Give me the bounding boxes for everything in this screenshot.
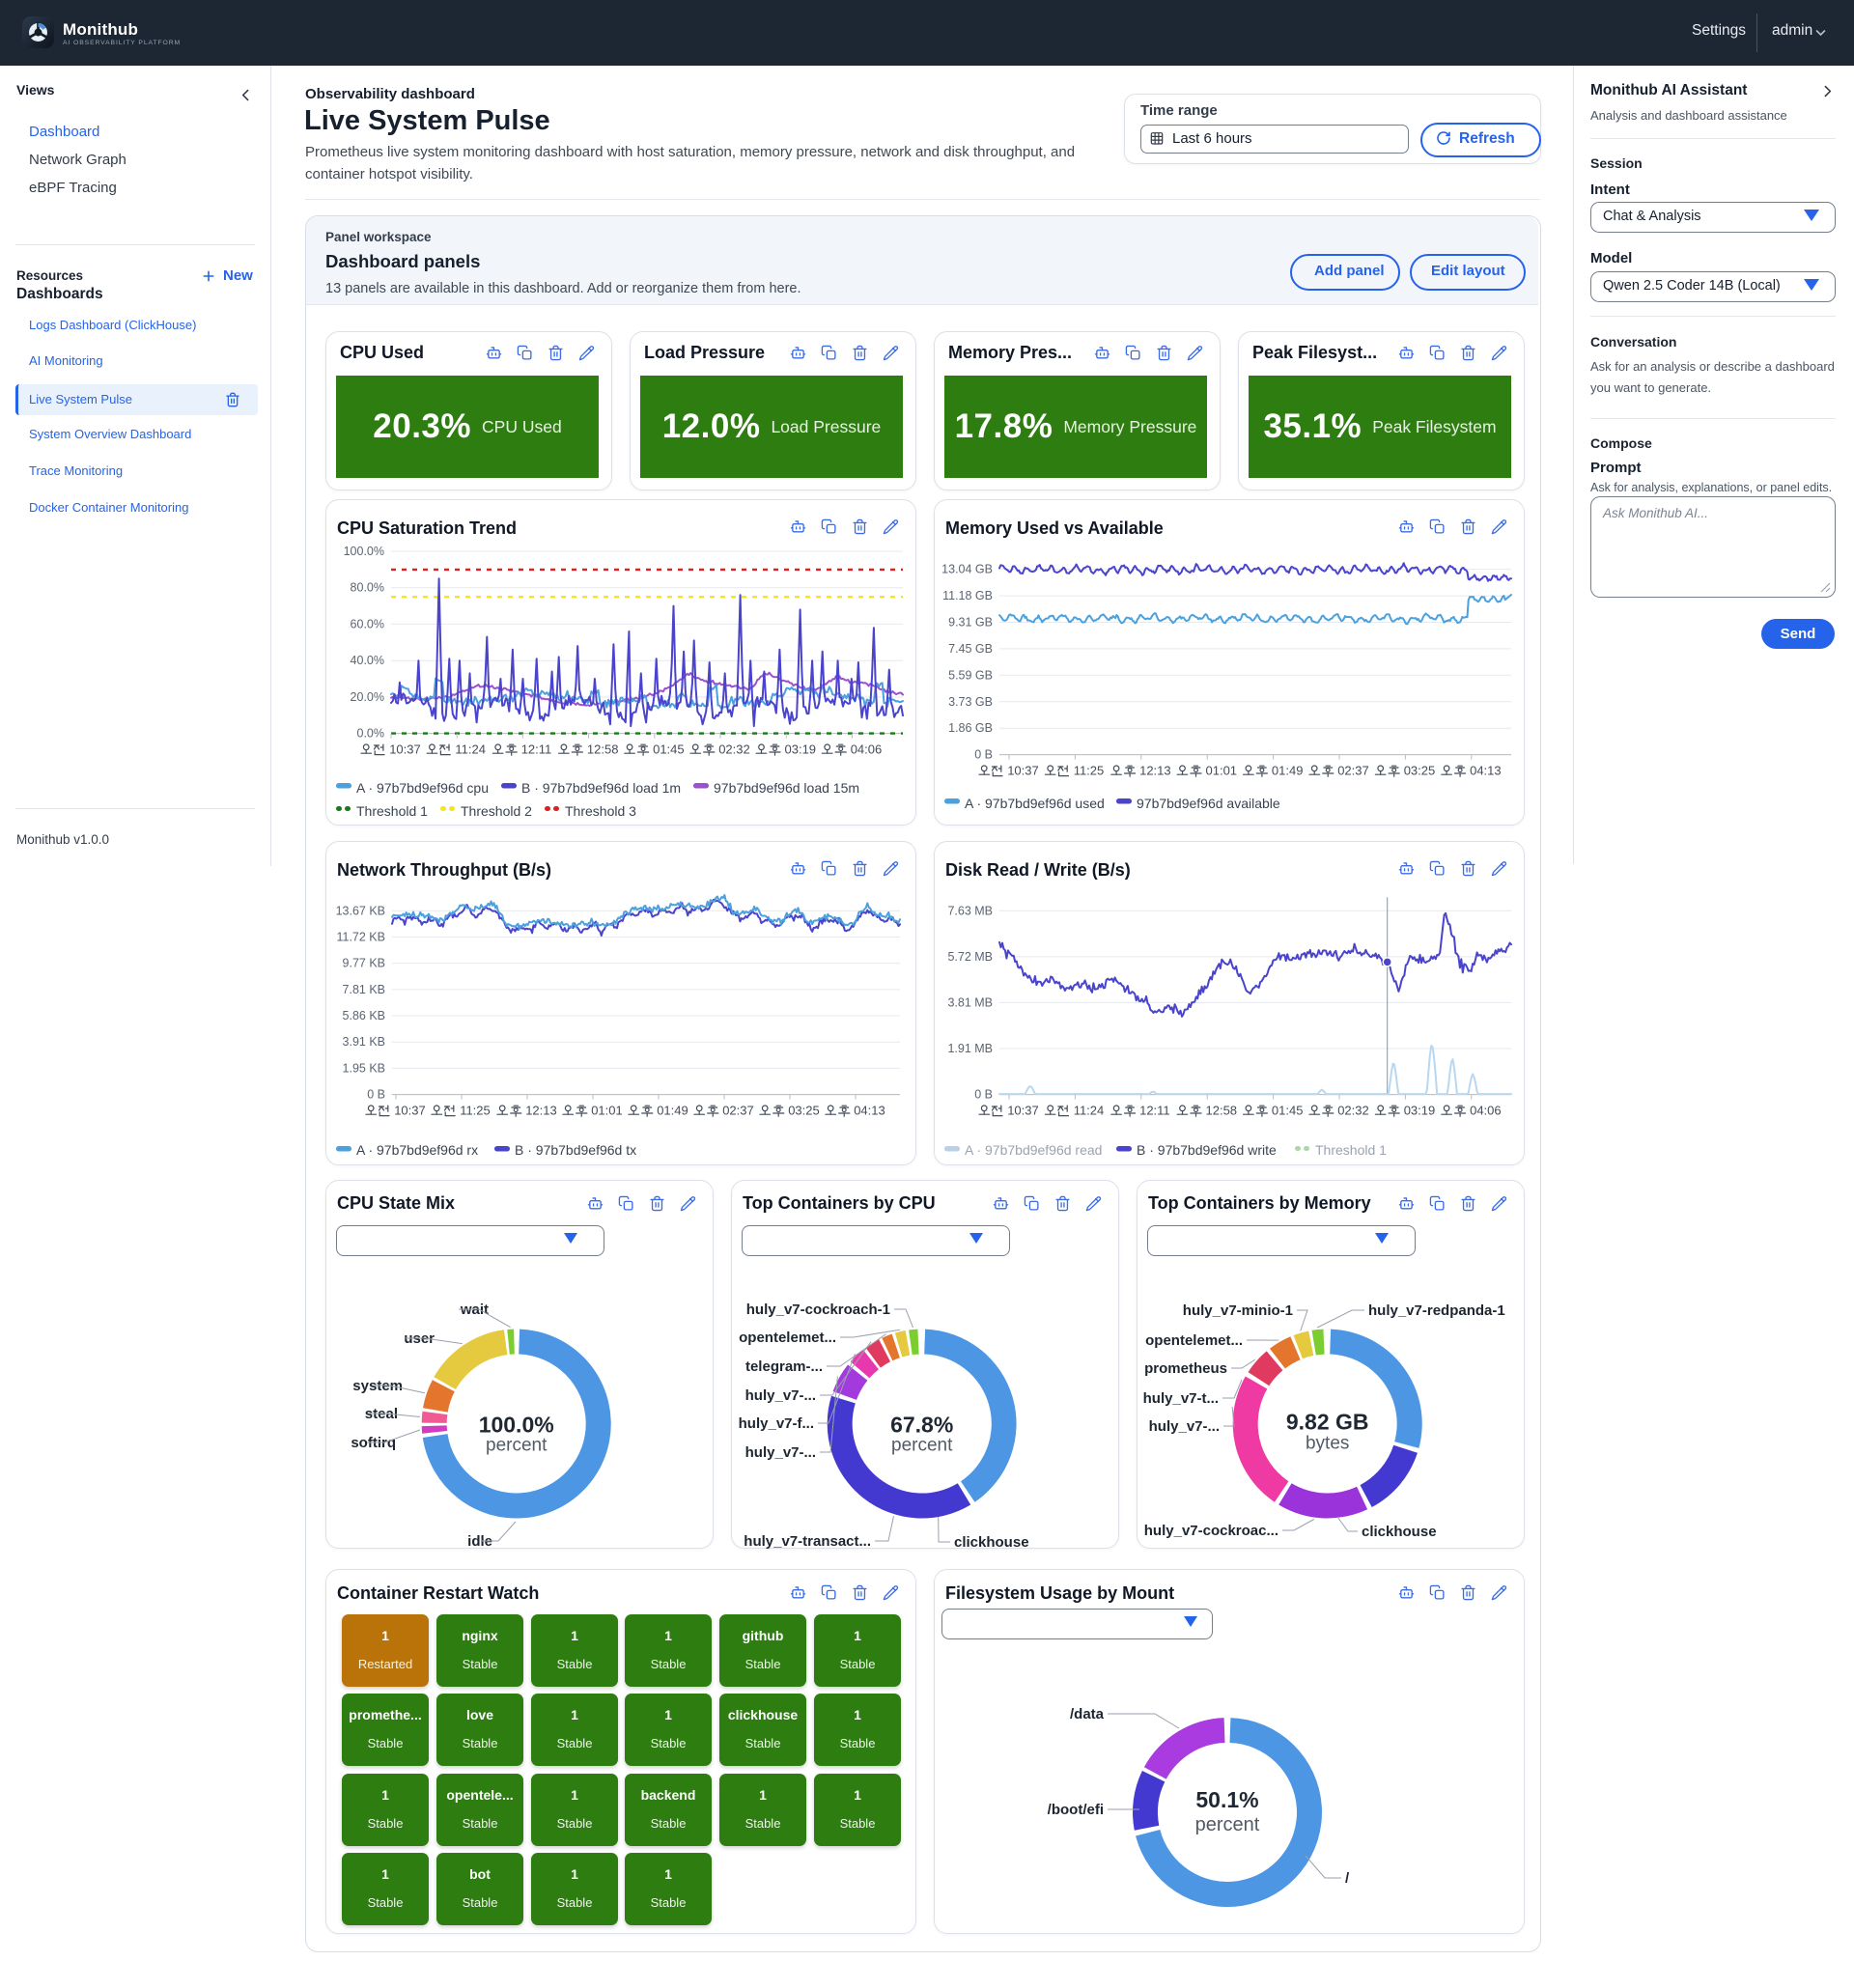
svg-text:01:45: 01:45 bbox=[653, 742, 685, 757]
svg-text:7.81 KB: 7.81 KB bbox=[343, 983, 385, 996]
svg-text:0 B: 0 B bbox=[974, 748, 993, 762]
svg-text:20.0%: 20.0% bbox=[351, 690, 384, 704]
svg-text:40.0%: 40.0% bbox=[351, 654, 384, 667]
svg-text:12:58: 12:58 bbox=[587, 742, 619, 757]
svg-text:04:13: 04:13 bbox=[1470, 764, 1502, 778]
svg-text:9.31 GB: 9.31 GB bbox=[948, 616, 993, 630]
svg-text:percent: percent bbox=[486, 1436, 548, 1456]
svg-text:97b7bd9ef96d available: 97b7bd9ef96d available bbox=[1137, 796, 1280, 811]
svg-text:B · 97b7bd9ef96d load 1m: B · 97b7bd9ef96d load 1m bbox=[521, 780, 681, 796]
svg-text:02:32: 02:32 bbox=[718, 742, 750, 757]
svg-text:60.0%: 60.0% bbox=[351, 617, 384, 630]
svg-text:100.0%: 100.0% bbox=[479, 1413, 554, 1438]
svg-text:04:13: 04:13 bbox=[854, 1104, 885, 1118]
svg-text:02:37: 02:37 bbox=[722, 1104, 754, 1118]
svg-text:01:01: 01:01 bbox=[591, 1104, 623, 1118]
svg-text:1.86 GB: 1.86 GB bbox=[948, 721, 993, 735]
svg-text:12:11: 12:11 bbox=[1139, 1104, 1170, 1118]
svg-text:01:01: 01:01 bbox=[1206, 764, 1238, 778]
svg-text:5.72 MB: 5.72 MB bbox=[947, 950, 993, 964]
svg-text:10:37: 10:37 bbox=[1007, 764, 1039, 778]
svg-text:11:25: 11:25 bbox=[460, 1104, 491, 1118]
svg-text:1.95 KB: 1.95 KB bbox=[343, 1061, 385, 1075]
svg-text:80.0%: 80.0% bbox=[351, 581, 384, 595]
svg-text:50.1%: 50.1% bbox=[1195, 1787, 1258, 1812]
svg-text:percent: percent bbox=[891, 1436, 953, 1456]
svg-text:01:49: 01:49 bbox=[1272, 764, 1304, 778]
svg-text:Threshold 3: Threshold 3 bbox=[565, 803, 636, 819]
svg-text:10:37: 10:37 bbox=[394, 1104, 426, 1118]
svg-text:03:25: 03:25 bbox=[1404, 764, 1436, 778]
svg-text:1.91 MB: 1.91 MB bbox=[947, 1042, 993, 1055]
svg-text:3.81 MB: 3.81 MB bbox=[947, 995, 993, 1009]
svg-text:04:06: 04:06 bbox=[1470, 1104, 1502, 1118]
svg-text:11.72 KB: 11.72 KB bbox=[336, 931, 385, 944]
svg-text:12:58: 12:58 bbox=[1206, 1104, 1238, 1118]
svg-text:01:49: 01:49 bbox=[657, 1104, 688, 1118]
svg-text:bytes: bytes bbox=[1306, 1434, 1349, 1454]
svg-text:Threshold 2: Threshold 2 bbox=[461, 803, 532, 819]
svg-text:A · 97b7bd9ef96d rx: A · 97b7bd9ef96d rx bbox=[356, 1142, 478, 1158]
svg-text:percent: percent bbox=[1195, 1814, 1260, 1835]
svg-text:12:11: 12:11 bbox=[521, 742, 552, 757]
svg-text:11:25: 11:25 bbox=[1074, 764, 1105, 778]
svg-text:Threshold 1: Threshold 1 bbox=[1315, 1142, 1387, 1158]
svg-text:04:06: 04:06 bbox=[851, 742, 883, 757]
svg-text:0 B: 0 B bbox=[367, 1088, 385, 1102]
svg-text:5.86 KB: 5.86 KB bbox=[343, 1009, 385, 1022]
svg-text:B · 97b7bd9ef96d tx: B · 97b7bd9ef96d tx bbox=[515, 1142, 636, 1158]
svg-text:12:13: 12:13 bbox=[525, 1104, 557, 1118]
svg-text:9.77 KB: 9.77 KB bbox=[343, 957, 385, 970]
svg-text:B · 97b7bd9ef96d write: B · 97b7bd9ef96d write bbox=[1137, 1142, 1277, 1158]
svg-text:97b7bd9ef96d load 15m: 97b7bd9ef96d load 15m bbox=[714, 780, 859, 796]
svg-text:10:37: 10:37 bbox=[1007, 1104, 1039, 1118]
svg-text:11:24: 11:24 bbox=[1074, 1104, 1105, 1118]
svg-text:01:45: 01:45 bbox=[1272, 1104, 1304, 1118]
svg-text:02:32: 02:32 bbox=[1337, 1104, 1369, 1118]
svg-text:67.8%: 67.8% bbox=[890, 1413, 953, 1438]
svg-text:10:37: 10:37 bbox=[389, 742, 421, 757]
svg-text:3.73 GB: 3.73 GB bbox=[948, 695, 993, 709]
svg-text:03:25: 03:25 bbox=[788, 1104, 820, 1118]
svg-text:A · 97b7bd9ef96d cpu: A · 97b7bd9ef96d cpu bbox=[356, 780, 489, 796]
svg-text:7.63 MB: 7.63 MB bbox=[947, 904, 993, 917]
svg-text:12:13: 12:13 bbox=[1139, 764, 1171, 778]
svg-text:9.82 GB: 9.82 GB bbox=[1286, 1410, 1369, 1435]
svg-text:13.67 KB: 13.67 KB bbox=[336, 904, 385, 917]
svg-text:11.18 GB: 11.18 GB bbox=[942, 589, 993, 602]
svg-text:03:19: 03:19 bbox=[785, 742, 817, 757]
svg-text:03:19: 03:19 bbox=[1404, 1104, 1436, 1118]
svg-text:Threshold 1: Threshold 1 bbox=[356, 803, 428, 819]
svg-text:7.45 GB: 7.45 GB bbox=[948, 642, 993, 656]
svg-text:5.59 GB: 5.59 GB bbox=[948, 668, 993, 682]
svg-text:02:37: 02:37 bbox=[1337, 764, 1369, 778]
svg-text:11:24: 11:24 bbox=[455, 742, 486, 757]
svg-text:A · 97b7bd9ef96d used: A · 97b7bd9ef96d used bbox=[965, 796, 1105, 811]
svg-text:100.0%: 100.0% bbox=[344, 545, 384, 558]
svg-text:A · 97b7bd9ef96d read: A · 97b7bd9ef96d read bbox=[965, 1142, 1102, 1158]
svg-text:0 B: 0 B bbox=[974, 1088, 993, 1102]
svg-text:0.0%: 0.0% bbox=[357, 727, 385, 741]
svg-text:3.91 KB: 3.91 KB bbox=[343, 1035, 385, 1049]
svg-text:13.04 GB: 13.04 GB bbox=[941, 563, 993, 576]
